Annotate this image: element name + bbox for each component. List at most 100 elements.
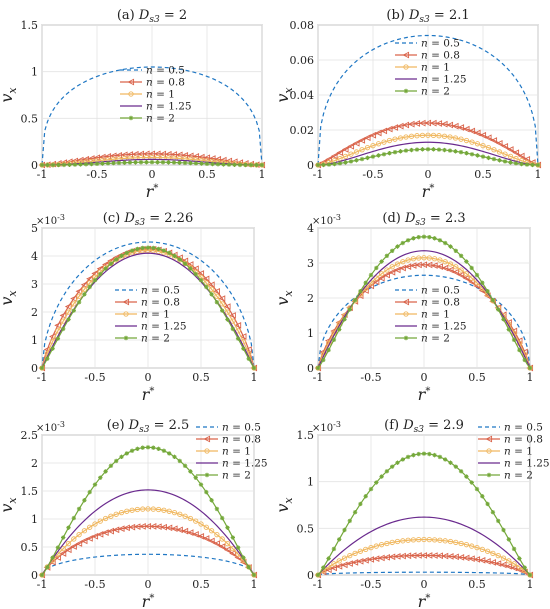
data-point-marker — [76, 532, 82, 538]
data-point-marker — [522, 357, 527, 363]
data-point-marker — [357, 548, 364, 554]
data-point-marker — [499, 561, 507, 569]
data-point-marker — [45, 564, 50, 570]
y-tick-label: 1 — [31, 513, 38, 526]
data-point-marker — [87, 155, 95, 162]
data-point-marker — [347, 553, 353, 559]
chart-panel: -1 -0.5 0 0.5 1 0 0.5 1 1.5 2 2.5×10-3 (e) Ds3 = 2.… — [0, 418, 268, 609]
y-axis-label: vx — [273, 290, 295, 306]
data-point-marker — [177, 458, 182, 464]
data-point-marker — [364, 145, 371, 151]
data-point-marker — [204, 161, 210, 167]
data-point-marker — [80, 537, 88, 545]
y-tick-label: 0.02 — [290, 124, 315, 137]
data-point-marker — [400, 259, 406, 265]
data-point-marker — [394, 538, 401, 545]
x-tick-label: 0 — [149, 168, 156, 181]
data-point-marker — [469, 275, 475, 281]
x-tick-label: -0.5 — [360, 578, 381, 591]
data-point-marker — [76, 293, 82, 299]
data-point-marker — [368, 544, 374, 551]
data-point-marker — [122, 160, 127, 165]
data-point-marker — [421, 255, 427, 261]
data-point-marker — [437, 238, 443, 243]
data-point-marker — [490, 297, 496, 303]
data-point-marker — [160, 160, 166, 165]
data-point-marker — [522, 565, 527, 570]
data-point-marker — [172, 253, 177, 259]
data-point-marker — [508, 160, 513, 165]
y-tick-label: 2 — [31, 306, 38, 319]
data-point-marker — [71, 301, 77, 307]
data-point-marker — [442, 538, 448, 544]
data-point-marker — [111, 160, 116, 166]
data-point-marker — [395, 244, 400, 249]
data-point-marker — [172, 454, 177, 460]
data-point-marker — [232, 162, 237, 167]
data-point-marker — [447, 134, 453, 140]
data-point-marker — [432, 452, 437, 458]
data-point-marker — [463, 271, 470, 277]
data-point-marker — [392, 136, 398, 142]
x-tick-label: -0.5 — [362, 168, 383, 181]
data-point-marker — [400, 240, 405, 246]
data-point-marker — [187, 515, 194, 522]
data-point-marker — [421, 234, 427, 239]
data-point-marker — [400, 457, 405, 462]
data-point-marker — [443, 240, 448, 246]
data-point-marker — [337, 161, 343, 166]
data-point-marker — [370, 143, 376, 149]
data-point-marker — [474, 272, 480, 278]
y-tick-label: 0.06 — [290, 54, 315, 67]
legend-label: n = 0.5 — [504, 422, 543, 434]
data-point-marker — [502, 159, 508, 164]
data-point-marker — [337, 327, 342, 332]
data-point-marker — [490, 550, 496, 557]
data-point-marker — [224, 309, 231, 315]
y-tick-label: 4 — [31, 250, 38, 263]
data-point-marker — [479, 546, 485, 553]
data-point-marker — [155, 506, 162, 513]
data-point-marker — [408, 133, 415, 139]
x-tick-label: 1 — [251, 578, 258, 591]
data-point-marker — [114, 257, 119, 262]
data-point-marker — [64, 546, 72, 554]
data-point-marker — [82, 155, 90, 163]
y-tick-label: 0 — [307, 362, 314, 375]
data-point-marker — [437, 454, 443, 460]
chart-title: (d) Ds3 = 2.3 — [382, 211, 465, 228]
data-point-marker — [326, 162, 332, 167]
data-point-marker — [404, 263, 412, 270]
series-line — [41, 489, 255, 576]
data-point-marker — [453, 248, 458, 253]
data-point-marker — [50, 162, 56, 168]
data-point-marker — [197, 532, 205, 540]
data-point-marker — [154, 523, 162, 530]
data-point-marker — [358, 137, 366, 144]
data-point-marker — [198, 482, 204, 487]
legend-label: n = 0.8 — [421, 297, 460, 309]
data-point-marker — [363, 494, 368, 499]
data-point-marker — [50, 555, 55, 560]
data-point-marker — [429, 119, 437, 127]
legend-label: n = 1 — [146, 89, 175, 101]
data-point-marker — [427, 451, 432, 457]
data-point-marker — [405, 257, 411, 263]
data-point-marker — [368, 486, 374, 492]
legend-label: n = 2 — [141, 333, 170, 345]
y-tick-label: 5 — [31, 222, 38, 235]
data-point-marker — [108, 463, 114, 469]
data-point-marker — [225, 317, 230, 322]
data-point-marker — [390, 464, 395, 469]
data-point-marker — [133, 160, 138, 165]
data-point-marker — [485, 288, 490, 294]
data-point-marker — [506, 327, 511, 332]
data-point-marker — [473, 129, 481, 137]
data-point-marker — [387, 150, 392, 156]
data-point-marker — [155, 160, 160, 165]
data-point-marker — [330, 564, 337, 572]
data-point-marker — [170, 525, 178, 533]
x-tick-label: -1 — [37, 168, 48, 181]
data-point-marker — [409, 262, 417, 269]
data-point-marker — [71, 157, 79, 165]
